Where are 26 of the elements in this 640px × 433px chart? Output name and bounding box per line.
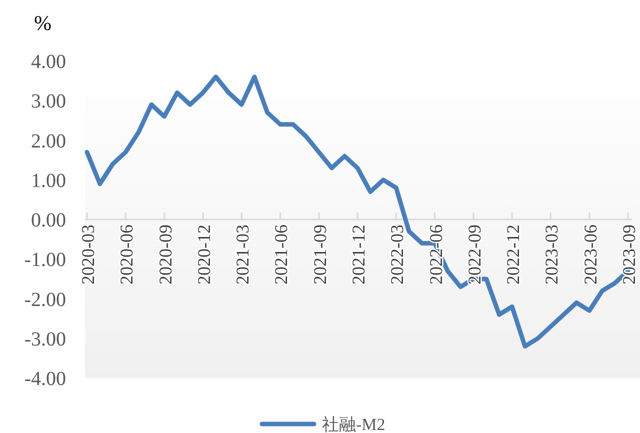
x-tick-label: 2022-09 (464, 224, 484, 284)
y-tick-label: 3.00 (31, 90, 66, 113)
x-tick-label: 2021-06 (271, 224, 292, 284)
y-axis-title: % (34, 11, 52, 35)
x-tick-label: 2020-09 (155, 224, 176, 284)
y-tick-label: 2.00 (31, 130, 66, 152)
x-tick-label: 2022-03 (387, 224, 408, 284)
y-tick-label: -3.00 (24, 328, 66, 350)
x-tick-label: 2020-12 (194, 224, 214, 284)
x-tick-label: 2022-12 (503, 224, 524, 284)
y-tick-label: 1.00 (31, 170, 66, 192)
x-tick-label: 2021-09 (310, 224, 330, 284)
x-tick-label: 2023-06 (580, 224, 600, 284)
x-tick-label: 2020-06 (116, 224, 137, 284)
y-tick-label: 0.00 (31, 210, 66, 232)
y-tick-label: -4.00 (24, 368, 66, 390)
y-tick-label: -1.00 (24, 249, 66, 272)
x-tick-label: 2022-06 (426, 224, 446, 284)
y-tick-label: 4.00 (31, 51, 66, 73)
x-tick-label: 2020-03 (78, 224, 98, 284)
x-tick-label: 2023-03 (542, 224, 562, 284)
x-tick-label: 2021-12 (348, 224, 368, 284)
legend-label: 社融-M2 (322, 415, 386, 433)
x-tick-label: 2021-03 (232, 224, 253, 284)
y-tick-label: -2.00 (24, 288, 66, 311)
x-tick-label: 2023-09 (619, 224, 639, 284)
